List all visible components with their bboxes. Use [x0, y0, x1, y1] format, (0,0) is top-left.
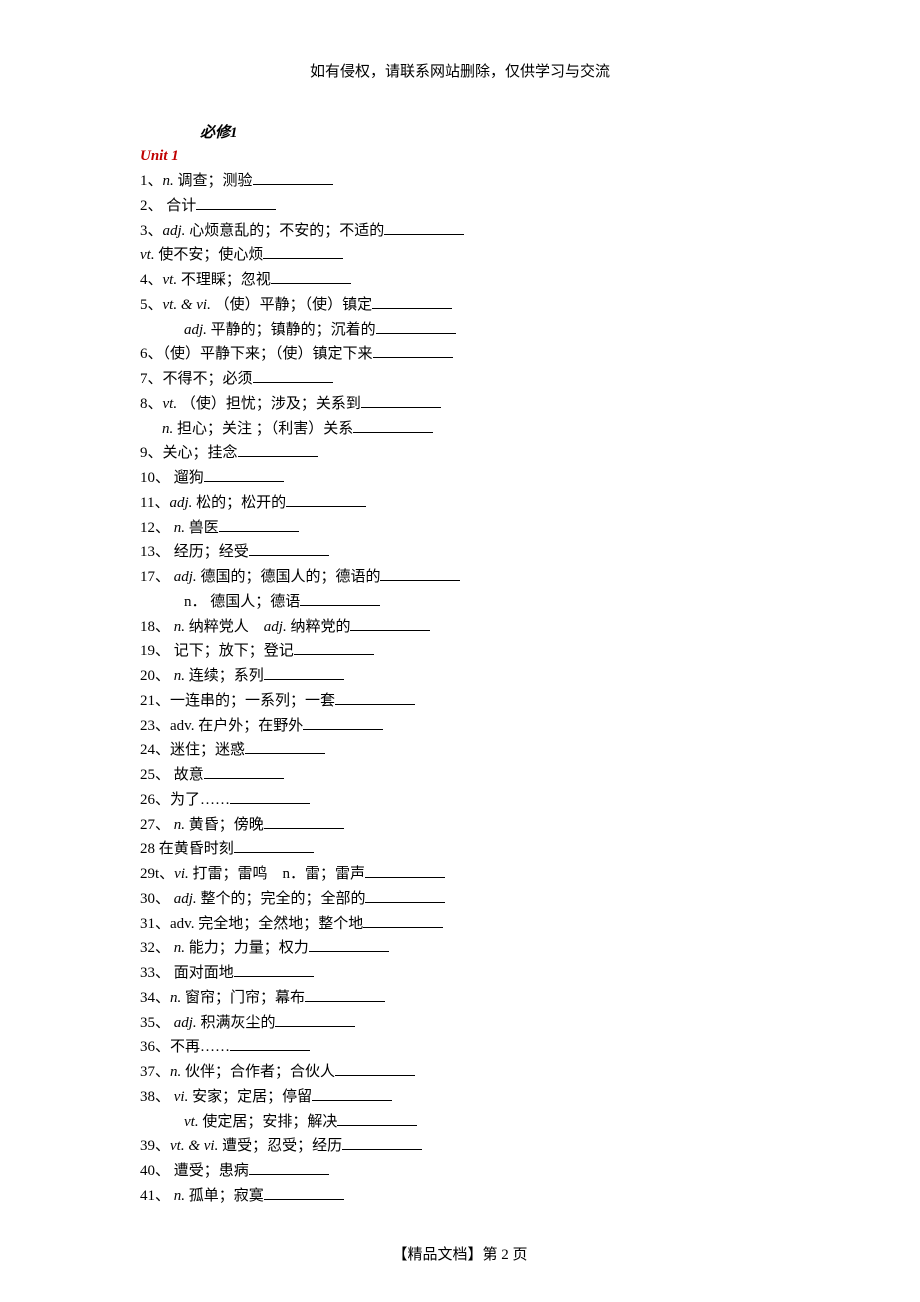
- vocabulary-list: 1、n. 调查；测验2、 合计3、adj. 心烦意乱的；不安的；不适的vt. 使…: [140, 169, 780, 1209]
- vocab-entry: 41、 n. 孤单；寂寞: [140, 1184, 780, 1209]
- unit-title: Unit 1: [140, 148, 780, 165]
- vocab-entry: 32、 n. 能力；力量；权力: [140, 936, 780, 961]
- fill-blank: [264, 814, 344, 829]
- vocab-entry: 33、 面对面地: [140, 961, 780, 986]
- vocab-entry: 18、 n. 纳粹党人 adj. 纳粹党的: [140, 615, 780, 640]
- fill-blank: [380, 567, 460, 582]
- fill-blank: [204, 765, 284, 780]
- vocab-entry: 24、迷住；迷惑: [140, 738, 780, 763]
- document-page: 如有侵权，请联系网站删除，仅供学习与交流 必修1 Unit 1 1、n. 调查；…: [0, 0, 920, 1249]
- fill-blank: [196, 195, 276, 210]
- vocab-entry: 13、 经历；经受: [140, 540, 780, 565]
- fill-blank: [219, 517, 299, 532]
- vocab-entry: 39、vt. & vi. 遭受；忍受；经历: [140, 1134, 780, 1159]
- vocab-entry: 23、adv. 在户外；在野外: [140, 714, 780, 739]
- vocab-entry: 38、 vi. 安家；定居；停留: [140, 1085, 780, 1110]
- fill-blank: [361, 393, 441, 408]
- vocab-entry: 27、 n. 黄昏；傍晚: [140, 813, 780, 838]
- fill-blank: [204, 468, 284, 483]
- footer-page-number: 2: [501, 1247, 509, 1263]
- fill-blank: [294, 641, 374, 656]
- vocab-entry: 34、n. 窗帘；门帘；幕布: [140, 986, 780, 1011]
- fill-blank: [335, 690, 415, 705]
- vocab-entry: 6、（使）平静下来；（使）镇定下来: [140, 342, 780, 367]
- vocab-entry: 28 在黄昏时刻: [140, 837, 780, 862]
- fill-blank: [234, 839, 314, 854]
- fill-blank: [249, 1161, 329, 1176]
- vocab-entry: 21、一连串的；一系列；一套: [140, 689, 780, 714]
- fill-blank: [373, 344, 453, 359]
- fill-blank: [376, 319, 456, 334]
- vocab-entry: 11、adj. 松的；松开的: [140, 491, 780, 516]
- header-notice: 如有侵权，请联系网站删除，仅供学习与交流: [140, 60, 780, 81]
- vocab-entry: 30、 adj. 整个的；完全的；全部的: [140, 887, 780, 912]
- fill-blank: [264, 666, 344, 681]
- fill-blank: [245, 740, 325, 755]
- fill-blank: [309, 938, 389, 953]
- fill-blank: [312, 1086, 392, 1101]
- book-title: 必修1: [200, 121, 780, 142]
- vocab-entry: 7、不得不；必须: [140, 367, 780, 392]
- fill-blank: [264, 1185, 344, 1200]
- vocab-entry: 10、 遛狗: [140, 466, 780, 491]
- vocab-entry: 12、 n. 兽医: [140, 516, 780, 541]
- fill-blank: [337, 1111, 417, 1126]
- vocab-entry: vt. 使定居；安排；解决: [140, 1110, 780, 1135]
- fill-blank: [363, 913, 443, 928]
- vocab-entry: n. 担心；关注 ；（利害）关系: [140, 417, 780, 442]
- vocab-entry: 19、 记下；放下；登记: [140, 639, 780, 664]
- vocab-entry: 1、n. 调查；测验: [140, 169, 780, 194]
- vocab-entry: 8、vt. （使）担忧；涉及；关系到: [140, 392, 780, 417]
- vocab-entry: 3、adj. 心烦意乱的；不安的；不适的: [140, 219, 780, 244]
- fill-blank: [372, 294, 452, 309]
- footer-page-after: 页: [509, 1247, 528, 1263]
- fill-blank: [335, 1062, 415, 1077]
- vocab-entry: 4、vt. 不理睬；忽视: [140, 268, 780, 293]
- fill-blank: [303, 715, 383, 730]
- fill-blank: [342, 1136, 422, 1151]
- fill-blank: [275, 1012, 355, 1027]
- fill-blank: [253, 171, 333, 186]
- vocab-entry: 26、为了……: [140, 788, 780, 813]
- fill-blank: [271, 270, 351, 285]
- footer-page-before: 第: [482, 1247, 501, 1263]
- fill-blank: [249, 542, 329, 557]
- fill-blank: [230, 1037, 310, 1052]
- vocab-entry: 29t、vi. 打雷；雷鸣 n．雷；雷声: [140, 862, 780, 887]
- fill-blank: [384, 220, 464, 235]
- vocab-entry: 37、n. 伙伴；合作者；合伙人: [140, 1060, 780, 1085]
- fill-blank: [253, 369, 333, 384]
- vocab-entry: n． 德国人；德语: [140, 590, 780, 615]
- fill-blank: [230, 789, 310, 804]
- fill-blank: [350, 616, 430, 631]
- vocab-entry: 35、 adj. 积满灰尘的: [140, 1011, 780, 1036]
- fill-blank: [300, 591, 380, 606]
- fill-blank: [305, 987, 385, 1002]
- fill-blank: [263, 245, 343, 260]
- fill-blank: [353, 418, 433, 433]
- vocab-entry: 40、 遭受；患病: [140, 1159, 780, 1184]
- vocab-entry: 2、 合计: [140, 194, 780, 219]
- vocab-entry: 5、vt. & vi. （使）平静；（使）镇定: [140, 293, 780, 318]
- vocab-entry: 31、adv. 完全地；全然地；整个地: [140, 912, 780, 937]
- page-footer: 【精品文档】第 2 页: [0, 1243, 920, 1264]
- vocab-entry: 17、 adj. 德国的；德国人的；德语的: [140, 565, 780, 590]
- fill-blank: [286, 492, 366, 507]
- fill-blank: [365, 864, 445, 879]
- fill-blank: [234, 963, 314, 978]
- vocab-entry: 9、关心；挂念: [140, 441, 780, 466]
- vocab-entry: adj. 平静的；镇静的；沉着的: [140, 318, 780, 343]
- vocab-entry: 36、不再……: [140, 1035, 780, 1060]
- vocab-entry: vt. 使不安；使心烦: [140, 243, 780, 268]
- fill-blank: [238, 443, 318, 458]
- vocab-entry: 20、 n. 连续；系列: [140, 664, 780, 689]
- footer-prefix: 【精品文档】: [392, 1247, 482, 1263]
- fill-blank: [365, 888, 445, 903]
- vocab-entry: 25、 故意: [140, 763, 780, 788]
